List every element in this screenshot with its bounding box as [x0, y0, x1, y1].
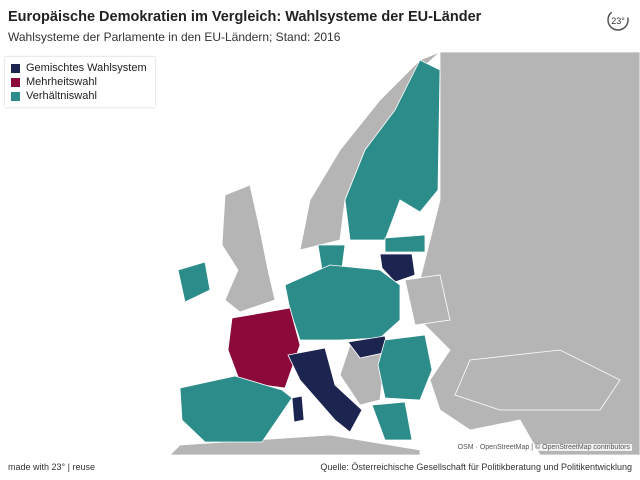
country-spain-portugal [179, 375, 293, 443]
legend-label: Verhältniswahl [26, 90, 97, 102]
legend-label: Gemischtes Wahlsystem [26, 62, 147, 74]
country-ireland [177, 261, 211, 303]
legend-item: Gemischtes Wahlsystem [11, 61, 147, 75]
land-turkey [454, 349, 621, 411]
footer-credit[interactable]: made with 23° | reuse [8, 462, 95, 472]
footer-source: Quelle: Österreichische Gesellschaft für… [320, 462, 632, 472]
legend: Gemischtes Wahlsystem Mehrheitswahl Verhäl… [5, 57, 155, 107]
country-romania-bulgaria [377, 334, 433, 401]
title: Europäische Demokratien im Vergleich: Wa… [8, 9, 482, 25]
logo[interactable]: 23° [606, 8, 630, 32]
land-africa [169, 434, 421, 455]
map [0, 52, 640, 455]
legend-swatch [11, 63, 20, 73]
country-sweden-finland [344, 59, 441, 241]
country-sardinia [291, 395, 305, 423]
legend-swatch [11, 77, 20, 87]
country-lithuania [379, 253, 416, 283]
land-belarus-ukraine [404, 274, 451, 326]
country-italy [287, 347, 363, 433]
legend-swatch [11, 91, 20, 101]
legend-label: Mehrheitswahl [26, 76, 97, 88]
legend-item: Verhältniswahl [11, 89, 147, 103]
land-uk [221, 184, 276, 313]
svg-text:23°: 23° [611, 16, 625, 26]
attribution: OSM · OpenStreetMap | © OpenStreetMap co… [455, 444, 632, 451]
country-baltics [384, 234, 426, 253]
subtitle: Wahlsysteme der Parlamente in den EU-Län… [8, 30, 341, 44]
legend-item: Mehrheitswahl [11, 75, 147, 89]
country-greece [371, 401, 413, 441]
country-france [227, 307, 301, 389]
